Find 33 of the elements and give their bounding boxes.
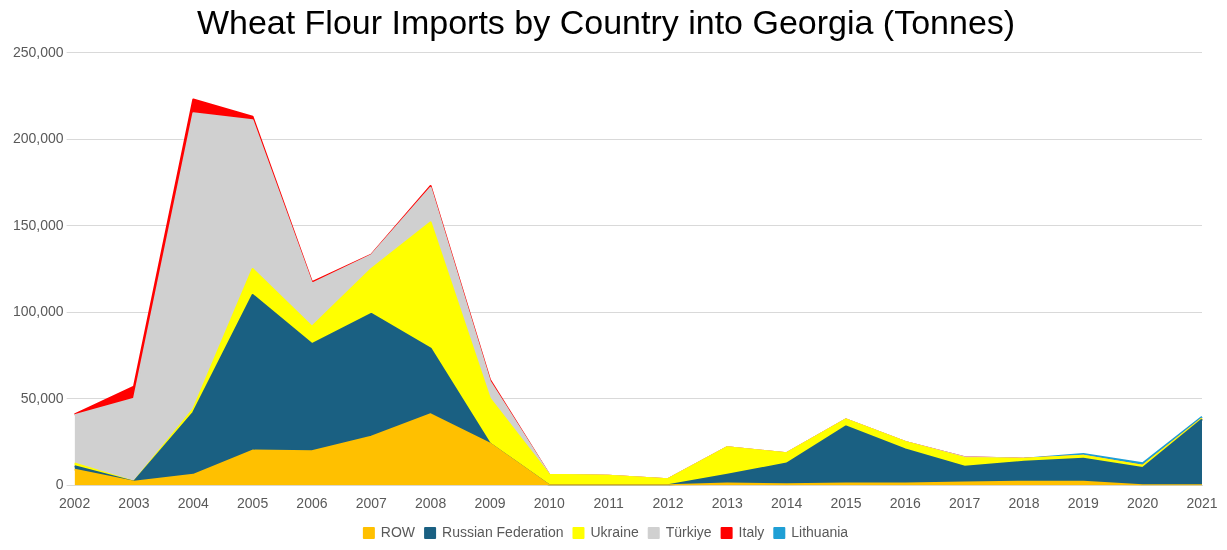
x-tick-label: 2011 [593, 495, 624, 512]
x-tick-label: 2014 [771, 495, 803, 512]
y-tick-label: 50,000 [20, 389, 64, 406]
y-tick-label: 250,000 [13, 43, 64, 60]
x-tick-label: 2018 [1008, 495, 1040, 512]
legend-label: Italy [738, 523, 765, 540]
x-tick-label: 2009 [474, 495, 506, 512]
x-tick-label: 2015 [830, 495, 862, 512]
x-tick-label: 2013 [711, 495, 744, 512]
x-tick-label: 2003 [118, 495, 150, 512]
x-tick-label: 2012 [652, 495, 684, 512]
legend-label: ROW [380, 523, 416, 540]
x-tick-label: 2016 [889, 495, 922, 512]
legend-label: Lithuania [791, 523, 849, 540]
x-tick-label: 2005 [237, 495, 269, 512]
x-tick-label: 2020 [1127, 495, 1159, 512]
x-tick-label: 2019 [1067, 495, 1100, 512]
x-tick-label: 2008 [415, 495, 447, 512]
legend-label: Russian Federation [442, 523, 564, 540]
x-tick-label: 2006 [296, 495, 328, 512]
legend-label: Ukraine [590, 523, 639, 540]
chart-title: Wheat Flour Imports by Country into Georgia (Tonnes) [196, 2, 1016, 41]
legend-label: Türkiye [665, 523, 712, 540]
y-tick-label: 100,000 [13, 303, 64, 320]
x-tick-label: 2010 [533, 495, 566, 512]
y-tick-label: 0 [55, 476, 64, 493]
x-tick-label: 2017 [949, 495, 981, 512]
x-tick-label: 2002 [59, 495, 91, 512]
x-tick-label: 2007 [355, 495, 388, 512]
y-tick-label: 200,000 [13, 130, 64, 147]
y-tick-label: 150,000 [13, 216, 64, 233]
x-tick-label: 2021 [1186, 495, 1218, 512]
x-tick-label: 2004 [177, 495, 210, 512]
